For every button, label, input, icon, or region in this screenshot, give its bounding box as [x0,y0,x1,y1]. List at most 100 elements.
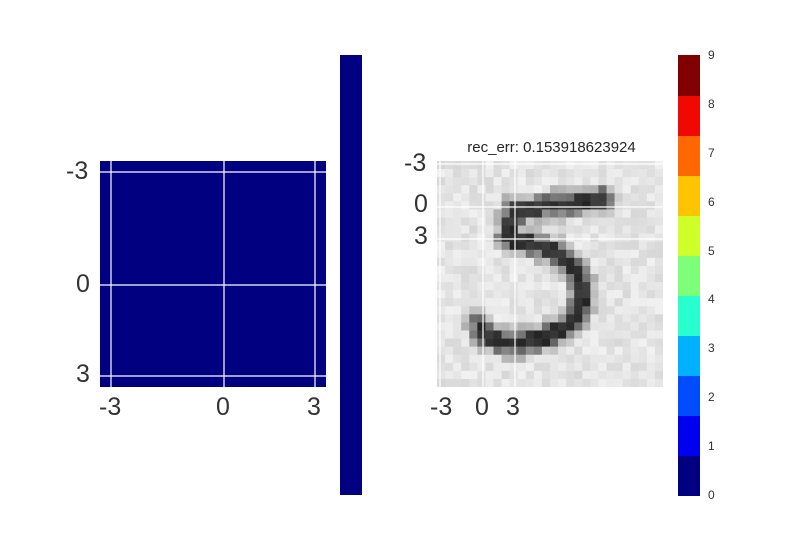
right-heatmap-cell [517,354,527,364]
colorbar-tick-label: 9 [708,48,715,62]
right-heatmap-cell [654,346,663,356]
right-heatmap-cell [638,225,648,234]
right-heatmap-cell [606,209,615,218]
right-heatmap-cell [654,209,663,218]
right-heatmap-cell [590,290,599,299]
right-heatmap-cell [614,362,623,372]
right-heatmap-cell [493,282,502,291]
right-heatmap-cell [574,193,583,202]
right-heatmap-cell [501,201,510,210]
right-heatmap-cell [574,265,583,275]
right-heatmap-cell [533,177,543,186]
right-heatmap-cell [558,161,567,170]
right-heatmap-cell [630,233,640,243]
right-heatmap-cell [566,233,575,243]
right-heatmap-cell [509,354,519,364]
right-heatmap-cell [550,161,559,170]
right-heatmap-cell [509,177,519,186]
right-heatmap-cell [453,370,462,380]
right-heatmap-cell [461,338,470,347]
right-heatmap-cell [509,314,519,323]
right-heatmap-cell [485,217,494,226]
right-heatmap-cell [590,282,599,291]
right-heatmap-cell [485,338,494,347]
right-heatmap-cell [646,265,656,275]
right-heatmap-cell [541,346,551,356]
right-heatmap-cell [469,282,478,291]
right-heatmap-cell [550,201,559,210]
right-heatmap-cell [654,306,663,315]
right-heatmap-cell [582,169,591,178]
right-heatmap-cell [517,161,527,170]
right-heatmap-cell [598,282,607,291]
right-heatmap-cell [550,306,559,315]
right-heatmap-cell [550,314,559,323]
right-heatmap-cell [445,169,454,178]
right-heatmap-cell [525,322,535,331]
right-heatmap-cell [598,257,607,267]
right-heatmap-cell [630,330,640,339]
right-heatmap-cell [533,290,543,299]
right-heatmap-cell [550,249,559,259]
right-heatmap-cell [558,354,567,364]
right-heatmap-cell [493,322,502,331]
right-heatmap-cell [630,354,640,364]
right-heatmap-cell [445,217,454,226]
right-heatmap-cell [445,233,454,243]
right-heatmap-cell [606,322,615,331]
right-heatmap-cell [654,274,663,283]
right-heatmap-cell [638,241,648,251]
right-heatmap-cell [550,217,559,226]
right-heatmap-cell [622,314,632,323]
right-heatmap-cell [445,274,454,283]
right-heatmap-cell [469,338,478,347]
right-heatmap-cell [550,338,559,347]
right-heatmap-cell [558,169,567,178]
right-heatmap-cell [533,322,543,331]
right-heatmap-cell [574,185,583,194]
right-heatmap-cell [590,201,599,210]
right-heatmap-cell [517,169,527,178]
colorbar-tick-label: 8 [708,96,715,111]
right-heatmap-cell [541,370,551,380]
right-heatmap-cell [477,306,486,315]
right-heatmap-cell [477,290,486,299]
right-heatmap-cell [501,306,510,315]
colorbar-segment [678,295,700,336]
right-heatmap-cell [558,177,567,186]
right-heatmap-cell [574,370,583,380]
right-heatmap-cell [582,314,591,323]
right-heatmap-cell [646,193,656,202]
right-heatmap-cell [582,282,591,291]
right-heatmap-cell [541,330,551,339]
right-heatmap-cell [509,201,519,210]
right-heatmap-cell [654,161,663,170]
right-heatmap-cell [646,257,656,267]
right-heatmap-cell [590,330,599,339]
right-heatmap-cell [445,161,454,170]
right-heatmap-cell [477,370,486,380]
right-heatmap-cell [606,257,615,267]
right-heatmap-cell [654,249,663,259]
right-heatmap-cell [558,362,567,372]
right-heatmap-cell [509,209,519,218]
right-heatmap-cell [606,201,615,210]
right-heatmap-cell [598,306,607,315]
right-heatmap-svg [437,161,663,387]
right-heatmap-cell [606,249,615,259]
right-heatmap-cell [485,370,494,380]
right-heatmap-cell [509,378,519,387]
right-heatmap-cell [630,209,640,218]
right-heatmap-cell [606,161,615,170]
right-heatmap-cell [654,290,663,299]
right-heatmap-cell [614,290,623,299]
right-heatmap-cell [453,282,462,291]
right-heatmap-cell [493,346,502,356]
right-heatmap-cell [638,265,648,275]
right-heatmap-cell [550,330,559,339]
right-heatmap-cell [574,290,583,299]
right-heatmap-cell [461,265,470,275]
right-heatmap-cell [638,314,648,323]
right-heatmap-cell [558,370,567,380]
right-heatmap-cell [614,217,623,226]
